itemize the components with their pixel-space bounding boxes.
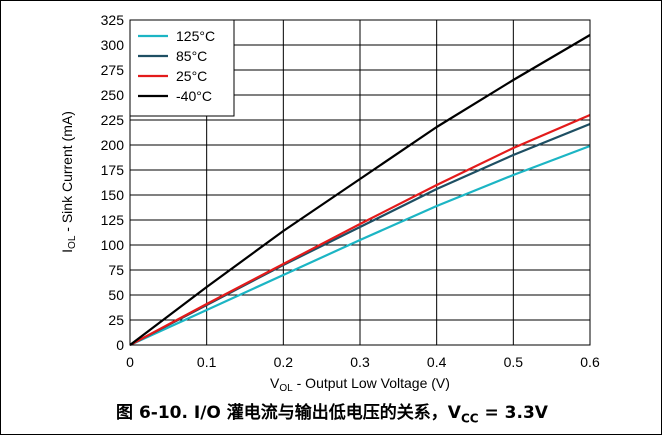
y-tick-label: 75 bbox=[108, 262, 124, 278]
caption-suffix: = 3.3V bbox=[478, 403, 548, 423]
legend: 125°C 85°C 25°C -40°C bbox=[129, 19, 235, 117]
caption-prefix: 图 6-10. I/O 灌电流与输出低电压的关系，V bbox=[116, 403, 461, 423]
y-tick-label: 200 bbox=[101, 137, 125, 153]
y-tick-label: 50 bbox=[108, 287, 124, 303]
series-line-2 bbox=[129, 113, 591, 346]
x-tick-label: 0.5 bbox=[504, 354, 524, 370]
x-tick-label: 0.6 bbox=[580, 354, 600, 370]
x-tick-label: 0 bbox=[126, 354, 134, 370]
y-tick-label: 250 bbox=[101, 87, 125, 103]
y-tick-label: 325 bbox=[101, 12, 125, 28]
y-tick-label: 0 bbox=[116, 337, 124, 353]
caption-subscript: CC bbox=[460, 411, 479, 426]
legend-label: 85°C bbox=[176, 48, 207, 64]
y-tick-label: 275 bbox=[101, 62, 125, 78]
plot-border bbox=[129, 19, 591, 346]
figure-caption: 图 6-10. I/O 灌电流与输出低电压的关系，VCC = 3.3V bbox=[0, 398, 664, 425]
x-tick-label: 0.4 bbox=[427, 354, 447, 370]
y-tick-label: 150 bbox=[101, 187, 125, 203]
legend-label: -40°C bbox=[176, 88, 212, 104]
y-tick-label: 175 bbox=[101, 162, 125, 178]
x-tick-label: 0.3 bbox=[350, 354, 370, 370]
y-axis-label-main: I bbox=[59, 249, 75, 253]
x-axis-label-rest: - Output Low Voltage (V) bbox=[293, 375, 450, 391]
x-axis-label: VOL - Output Low Voltage (V) bbox=[270, 375, 450, 394]
y-tick-label: 300 bbox=[101, 37, 125, 53]
y-tick-label: 225 bbox=[101, 112, 125, 128]
series-line-0 bbox=[129, 144, 591, 347]
legend-label: 125°C bbox=[176, 28, 215, 44]
y-tick-label: 125 bbox=[101, 212, 125, 228]
series-lines bbox=[129, 34, 591, 347]
y-axis-label-sub: OL bbox=[67, 235, 78, 249]
x-axis-label-main: V bbox=[270, 375, 280, 391]
y-axis-label: IOL - Sink Current (mA) bbox=[59, 111, 78, 253]
series-line-3 bbox=[129, 34, 591, 346]
y-tick-label: 100 bbox=[101, 237, 125, 253]
x-axis-label-sub: OL bbox=[279, 383, 293, 394]
y-tick-label: 25 bbox=[108, 312, 124, 328]
x-tick-labels: 0 0.1 0.2 0.3 0.4 0.5 0.6 bbox=[126, 354, 600, 370]
y-axis-label-rest: - Sink Current (mA) bbox=[59, 111, 75, 235]
legend-label: 25°C bbox=[176, 68, 207, 84]
y-tick-labels: 0 25 50 75 100 125 150 175 200 225 250 275 300 325 bbox=[101, 12, 125, 353]
x-tick-label: 0.2 bbox=[274, 354, 294, 370]
x-tick-label: 0.1 bbox=[197, 354, 217, 370]
